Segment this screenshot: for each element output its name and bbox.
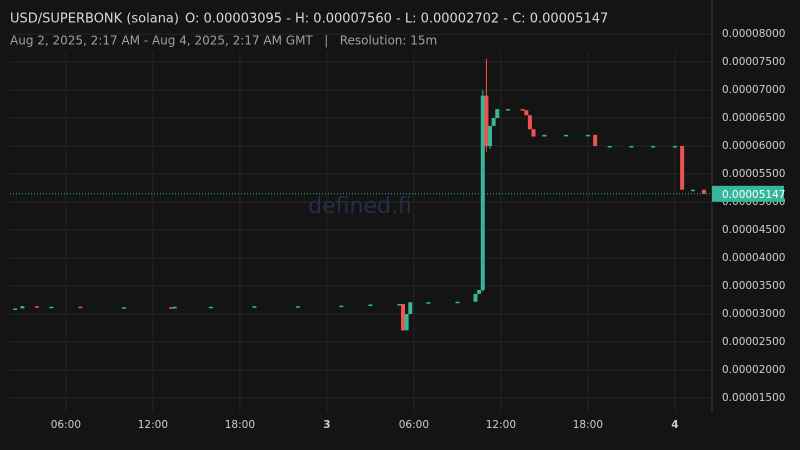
candle-body	[20, 306, 25, 309]
candle-body	[426, 302, 431, 304]
y-tick-label: 0.00003000	[722, 308, 785, 320]
candle-body	[488, 125, 493, 147]
candle-body	[78, 306, 83, 309]
candle-body	[408, 302, 413, 315]
candle-body	[121, 307, 126, 309]
candle-body	[208, 306, 213, 309]
x-tick-label: 18:00	[573, 419, 603, 431]
candle-body	[564, 134, 569, 137]
chart-title: USD/SUPERBONK (solana)	[10, 12, 179, 27]
x-tick-label: 3	[323, 419, 330, 431]
y-tick-label: 0.00008000	[722, 28, 785, 40]
y-tick-label: 0.00007500	[722, 56, 785, 68]
y-tick-label: 0.00005500	[722, 168, 785, 180]
candle-body	[484, 95, 489, 147]
x-tick-label: 4	[671, 419, 678, 431]
candle-body	[495, 109, 500, 119]
candle-body	[169, 307, 174, 309]
candle-body	[477, 289, 482, 294]
candle-body	[34, 306, 39, 308]
x-tick-label: 12:00	[138, 419, 168, 431]
candle-body	[404, 314, 409, 331]
last-price-label: 0.00005147	[722, 189, 785, 201]
x-tick-label: 06:00	[51, 419, 81, 431]
y-tick-label: 0.00004000	[722, 252, 785, 264]
candle-body	[473, 293, 478, 302]
candle-body	[691, 189, 696, 192]
candle-body	[13, 308, 18, 310]
last-price-box	[712, 185, 784, 202]
candle-body	[172, 306, 177, 309]
candle-body	[524, 110, 529, 116]
candle-body	[593, 134, 598, 147]
candle-body	[542, 134, 547, 137]
candle-body	[701, 189, 706, 194]
candle-body	[506, 109, 511, 111]
candle-body	[491, 118, 496, 126]
candle-body	[368, 304, 373, 307]
candle-body	[49, 306, 54, 309]
y-tick-label: 0.00001500	[722, 392, 785, 404]
y-tick-label: 0.00004500	[722, 224, 785, 236]
y-tick-label: 0.00007000	[722, 84, 785, 96]
candle-body	[520, 109, 525, 111]
y-tick-label: 0.00002500	[722, 336, 785, 348]
candle-body	[629, 146, 634, 148]
candle-body	[527, 115, 532, 130]
candle-body	[651, 146, 656, 148]
subtitle: Aug 2, 2025, 2:17 AM - Aug 4, 2025, 2:17…	[10, 34, 437, 48]
candle-body	[585, 134, 590, 137]
candle-body	[401, 303, 406, 331]
candle-body	[672, 146, 677, 148]
candle-body	[531, 129, 536, 137]
ohlc-readout: O: 0.00003095 - H: 0.00007560 - L: 0.000…	[185, 12, 608, 27]
candle-body	[480, 95, 485, 290]
x-tick-label: 12:00	[486, 419, 516, 431]
x-tick-label: 18:00	[225, 419, 255, 431]
y-tick-label: 0.00003500	[722, 280, 785, 292]
candle-body	[680, 146, 685, 190]
candle-body	[397, 303, 402, 306]
candle-body	[455, 301, 460, 304]
candle-body	[339, 305, 344, 308]
candle-body	[295, 306, 300, 308]
candle-body	[252, 306, 257, 308]
y-tick-label: 0.00006000	[722, 140, 785, 152]
y-tick-label: 0.00002000	[722, 364, 785, 376]
x-tick-label: 06:00	[399, 419, 429, 431]
y-tick-label: 0.00006500	[722, 112, 785, 124]
candle-body	[607, 146, 612, 148]
watermark: defined.fi	[308, 194, 412, 219]
